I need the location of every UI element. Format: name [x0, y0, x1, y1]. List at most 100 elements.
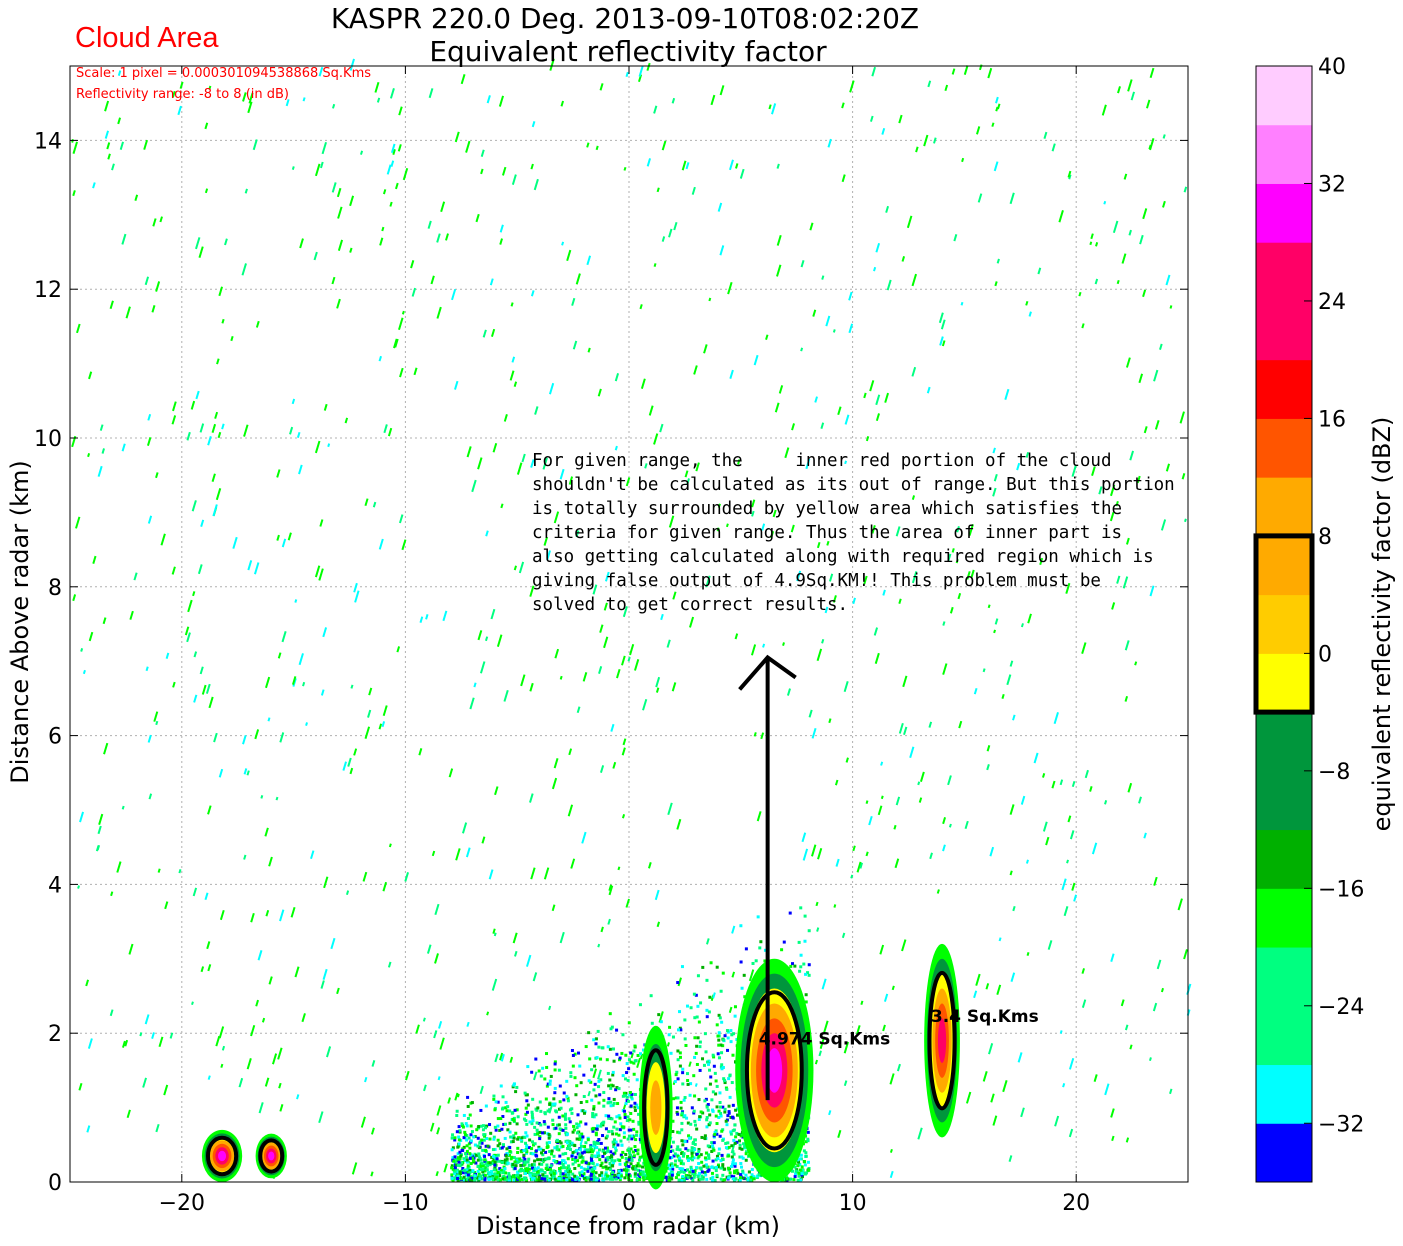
noise-speck	[592, 1068, 598, 1079]
echo-pixel	[570, 1107, 574, 1111]
noise-speck	[551, 904, 556, 912]
echo-pixel	[456, 1163, 460, 1167]
echo-pixel	[474, 1161, 478, 1165]
echo-pixel	[505, 1147, 509, 1151]
echo-pixel	[570, 1178, 574, 1182]
echo-pixel	[611, 1171, 615, 1175]
noise-speck	[455, 848, 461, 861]
noise-speck	[242, 92, 247, 102]
y-tick-label: 0	[48, 1171, 62, 1196]
noise-speck	[772, 509, 777, 518]
noise-speck	[559, 468, 565, 480]
echo-pixel	[629, 1051, 633, 1055]
echo-pixel	[537, 1121, 541, 1125]
echo-pixel	[573, 1144, 577, 1148]
echo-pixel	[548, 1108, 552, 1112]
echo-pixel	[613, 1146, 617, 1150]
annotation-line: giving false output of 4.9Sq.KM!! This p…	[532, 571, 1101, 591]
noise-speck	[287, 532, 292, 541]
noise-speck	[1149, 67, 1155, 79]
echo-pixel	[668, 1175, 672, 1179]
echo-pixel	[503, 1161, 507, 1165]
noise-speck	[986, 763, 990, 771]
noise-speck	[636, 1057, 641, 1068]
echo-pixel	[699, 1177, 703, 1181]
echo-pixel	[723, 1110, 727, 1114]
echo-pixel	[699, 1110, 703, 1114]
noise-speck	[543, 536, 549, 546]
echo-pixel	[619, 1172, 623, 1176]
echo-pixel	[731, 1150, 735, 1154]
noise-speck	[860, 1000, 864, 1005]
echo-pixel	[592, 1105, 596, 1109]
echo-pixel	[590, 1154, 594, 1158]
noise-speck	[314, 565, 321, 578]
noise-speck	[871, 525, 876, 534]
echo-pixel	[628, 1174, 632, 1178]
echo-pixel	[717, 1038, 721, 1042]
echo-pixel	[621, 1094, 625, 1098]
echo-pixel	[807, 1168, 811, 1172]
echo-pixel	[466, 1104, 470, 1108]
noise-speck	[992, 1115, 998, 1126]
noise-speck	[206, 941, 211, 950]
noise-speck	[685, 162, 690, 170]
echo-pixel	[564, 1170, 568, 1174]
echo-pixel	[620, 1125, 624, 1129]
echo-pixel	[466, 1166, 470, 1170]
echo-pixel	[568, 1140, 572, 1144]
echo-pixel	[464, 1122, 468, 1126]
noise-speck	[397, 144, 402, 152]
echo-pixel	[508, 1109, 512, 1113]
echo-pixel	[546, 1157, 550, 1161]
echo-pixel	[611, 1103, 615, 1107]
echo-pixel	[473, 1135, 477, 1139]
echo-pixel	[680, 1111, 684, 1115]
noise-speck	[257, 950, 263, 961]
echo-pixel	[464, 1155, 468, 1159]
echo-pixel	[641, 1173, 645, 1177]
echo-pixel	[799, 953, 803, 957]
echo-pixel	[535, 1121, 539, 1125]
echo-pixel	[568, 1178, 572, 1182]
echo-pixel	[493, 1160, 497, 1164]
noise-speck	[654, 889, 660, 901]
echo-pixel	[453, 1138, 457, 1142]
echo-pixel	[470, 1101, 474, 1105]
noise-speck	[252, 139, 258, 151]
echo-pixel	[628, 1151, 632, 1155]
echo-pixel	[711, 1053, 715, 1057]
noise-speck	[247, 101, 253, 114]
noise-speck	[1116, 279, 1120, 285]
echo-pixel	[559, 1106, 563, 1110]
noise-speck	[1001, 693, 1005, 699]
noise-speck	[1091, 466, 1096, 476]
colorbar-swatch	[1256, 1005, 1312, 1066]
echo-pixel	[456, 1178, 460, 1182]
echo-pixel	[450, 1148, 454, 1152]
noise-speck	[856, 861, 862, 873]
noise-speck	[1110, 953, 1115, 962]
echo-pixel	[704, 1151, 708, 1155]
annotation-line: For given range, the inner red portion o…	[532, 451, 1112, 471]
echo-pixel	[528, 1120, 532, 1124]
echo-pixel	[455, 1168, 459, 1172]
noise-speck	[525, 954, 532, 967]
colorbar-tick-label: 32	[1318, 172, 1346, 197]
noise-speck	[575, 530, 580, 538]
echo-pixel	[726, 1030, 730, 1034]
echo-pixel	[516, 1174, 520, 1178]
echo-pixel	[797, 1160, 801, 1164]
noise-speck	[480, 168, 484, 175]
echo-pixel	[524, 1093, 528, 1097]
noise-speck	[319, 519, 324, 527]
echo-pixel	[711, 1175, 715, 1179]
echo-pixel	[704, 1163, 708, 1167]
echo-pixel	[605, 1146, 609, 1150]
noise-speck	[659, 423, 664, 433]
echo-pixel	[516, 1172, 520, 1176]
noise-speck	[378, 723, 383, 730]
echo-pixel	[597, 1154, 601, 1158]
